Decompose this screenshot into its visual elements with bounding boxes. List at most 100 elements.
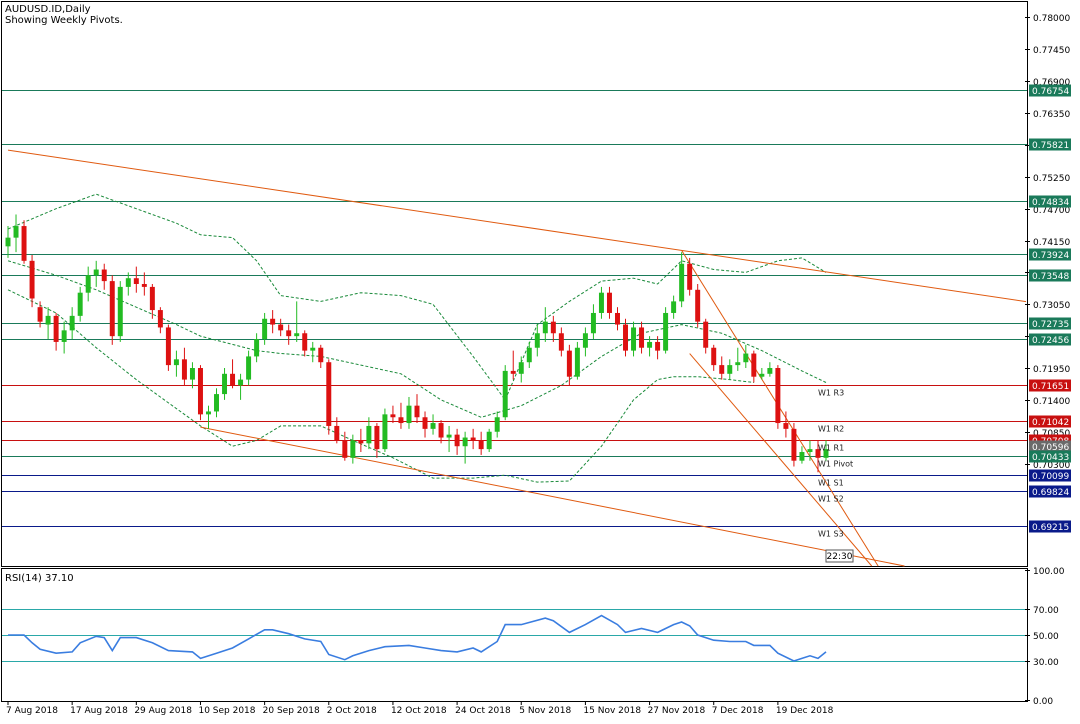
price-tick-label: 0.76900: [1033, 78, 1070, 88]
pivot-label: W1 R3: [818, 389, 844, 398]
candle: [590, 304, 596, 340]
price-tick-label: 0.71950: [1033, 365, 1070, 375]
rsi-title: RSI(14) 37.10: [5, 573, 74, 584]
candle: [446, 425, 452, 453]
candle-body: [358, 440, 364, 444]
price-tick-label: 0.75250: [1033, 174, 1070, 184]
candle: [214, 388, 219, 418]
candle: [326, 359, 332, 435]
candle: [414, 394, 420, 424]
band-upper-line: [7, 193, 827, 401]
candle: [623, 318, 628, 357]
candle: [45, 307, 51, 340]
candle-body: [767, 368, 773, 374]
candle: [695, 284, 701, 328]
price-tick-label: 0.73050: [1033, 301, 1070, 311]
price-tick-label: 0.70850: [1033, 429, 1070, 439]
price-tick-label: 0.74150: [1033, 238, 1070, 248]
candle-body: [246, 356, 252, 380]
candle: [823, 440, 829, 461]
price-level-tag: [1029, 138, 1071, 151]
candle-body: [582, 333, 588, 348]
candle: [181, 347, 187, 386]
candle-body: [318, 347, 324, 363]
candle-body: [133, 278, 139, 284]
time-tick-label: 10 Sep 2018: [198, 706, 255, 716]
price-level-tag: [1029, 195, 1071, 208]
candle-body: [470, 437, 476, 441]
trendlines-layer: [7, 149, 1027, 567]
price-level-tag: [1029, 248, 1071, 261]
candle: [566, 344, 572, 386]
candle: [53, 312, 59, 351]
candle: [815, 440, 821, 473]
candle-body: [647, 341, 653, 348]
price-level-tag-text: 0.72735: [1032, 320, 1069, 330]
candle-body: [414, 405, 420, 418]
candle: [791, 423, 797, 467]
candle-body: [703, 321, 709, 348]
time-tick-label: 7 Dec 2018: [712, 706, 764, 716]
candle-body: [334, 425, 340, 441]
candle: [542, 307, 548, 342]
candle: [246, 350, 252, 386]
price-level-tag: [1029, 269, 1071, 282]
price-level-tag-text: 0.73924: [1032, 251, 1069, 261]
pivot-label: W1 R1: [818, 444, 844, 453]
pivot-label: W1 S2: [818, 495, 844, 504]
candles-layer: [5, 214, 829, 473]
candle: [149, 284, 155, 319]
candle-body: [45, 315, 51, 325]
candle-body: [173, 359, 179, 366]
candle-body: [286, 330, 292, 337]
candle: [743, 344, 749, 369]
candle-body: [222, 373, 228, 395]
candle-body: [751, 353, 757, 377]
candle-body: [230, 373, 236, 386]
candle: [735, 347, 741, 371]
candle-body: [735, 362, 741, 366]
candle-body: [422, 417, 428, 429]
price-level-tag-text: 0.69215: [1032, 523, 1069, 533]
candle-body: [598, 292, 604, 313]
candle: [422, 411, 428, 438]
price-level-tag: [1029, 440, 1071, 453]
candle: [286, 324, 292, 345]
candle-body: [141, 284, 147, 287]
candle: [783, 411, 789, 438]
price-level-tag: [1029, 333, 1071, 346]
pivot-label: W1 S1: [818, 479, 844, 488]
candle-body: [695, 289, 701, 322]
trendline: [689, 353, 873, 567]
candle-body: [823, 449, 829, 458]
candle-body: [679, 263, 685, 302]
candle: [189, 362, 195, 389]
candle: [85, 266, 91, 302]
band-middle-line: [7, 260, 827, 418]
candle: [350, 434, 356, 464]
candle-body: [759, 373, 765, 377]
candle: [125, 272, 131, 296]
candle: [69, 307, 75, 340]
candle: [454, 428, 460, 455]
candle: [406, 396, 412, 429]
price-level-tag: [1029, 415, 1071, 428]
price-level-tag-text: 0.72456: [1032, 336, 1069, 346]
price-level-tag-text: 0.75821: [1032, 141, 1069, 151]
time-tick-label: 20 Sep 2018: [263, 706, 320, 716]
candle-body: [85, 275, 91, 293]
candle: [61, 321, 67, 354]
price-level-tag-text: 0.70596: [1032, 443, 1069, 453]
candle-body: [350, 440, 356, 458]
candle: [775, 365, 781, 429]
chart-subtitle: Showing Weekly Pivots.: [5, 15, 123, 26]
candle: [117, 281, 123, 342]
candle-body: [526, 347, 532, 363]
candle: [615, 307, 620, 331]
candle: [5, 226, 11, 258]
price-level-tag-text: 0.70433: [1032, 453, 1069, 463]
candle-body: [550, 321, 556, 334]
time-tick-label: 15 Nov 2018: [583, 706, 641, 716]
chart-title: AUDUSD.ID,Daily: [5, 4, 91, 15]
trendline: [200, 426, 905, 567]
